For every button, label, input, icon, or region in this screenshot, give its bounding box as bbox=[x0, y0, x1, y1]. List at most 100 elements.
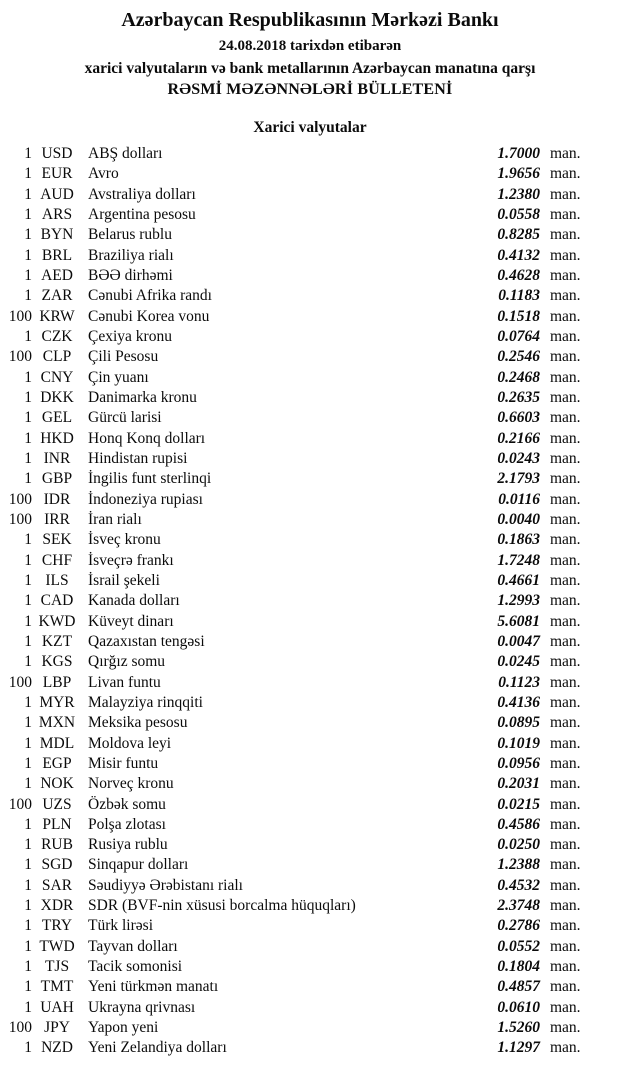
effective-date-line: 24.08.2018 tarixdən etibarən bbox=[218, 38, 402, 54]
rate-value: 0.0764 bbox=[497, 327, 540, 345]
nominal-value: 100 bbox=[8, 1019, 32, 1037]
nominal-value: 1 bbox=[24, 612, 32, 630]
nominal-value: 1 bbox=[24, 409, 32, 427]
currency-name: Misir funtu bbox=[88, 754, 159, 772]
currency-code: CHF bbox=[41, 551, 73, 569]
rate-value: 1.2388 bbox=[497, 856, 540, 874]
unit-label: man. bbox=[550, 836, 581, 854]
nominal-value: 1 bbox=[24, 327, 32, 345]
rate-value: 0.4532 bbox=[497, 876, 540, 894]
rate-row: 1 HKD Honq Konq dolları 0.2166 man. bbox=[0, 429, 598, 449]
rate-value: 2.3748 bbox=[497, 897, 540, 915]
rate-value: 0.2786 bbox=[497, 917, 540, 935]
currency-code: ARS bbox=[41, 205, 73, 223]
unit-label: man. bbox=[550, 510, 581, 528]
rate-row: 1 CAD Kanada dolları 1.2993 man. bbox=[0, 591, 598, 611]
currency-code: CAD bbox=[40, 592, 74, 610]
rate-value: 2.1793 bbox=[497, 470, 540, 488]
rate-row: 1 RUB Rusiya rublu 0.0250 man. bbox=[0, 835, 598, 855]
rate-value: 0.0895 bbox=[497, 714, 540, 732]
currency-code: ZAR bbox=[41, 287, 73, 305]
currency-name: BƏƏ dirhəmi bbox=[88, 266, 173, 284]
rate-value: 0.1123 bbox=[498, 673, 540, 691]
currency-name: ABŞ dolları bbox=[88, 145, 163, 162]
currency-name: Belarus rublu bbox=[88, 226, 172, 244]
unit-label: man. bbox=[550, 978, 581, 996]
currency-name: Küveyt dinarı bbox=[88, 612, 174, 630]
rate-row: 1 TMT Yeni türkmən manatı 0.4857 man. bbox=[0, 977, 598, 997]
nominal-value: 1 bbox=[24, 754, 32, 772]
unit-label: man. bbox=[550, 815, 581, 833]
rate-row: 100 CLP Çili Pesosu 0.2546 man. bbox=[0, 347, 598, 367]
unit-label: man. bbox=[550, 612, 581, 630]
rate-value: 0.4136 bbox=[497, 693, 540, 711]
currency-name: Norveç kronu bbox=[88, 775, 174, 793]
rate-row: 1 AUD Avstraliya dolları 1.2380 man. bbox=[0, 185, 598, 205]
currency-name: Malayziya rinqqiti bbox=[88, 693, 203, 711]
currency-code: MXN bbox=[38, 714, 76, 732]
currency-code: CNY bbox=[40, 368, 74, 386]
rate-value: 1.7248 bbox=[497, 551, 540, 569]
currency-name: Yeni Zelandiya dolları bbox=[88, 1039, 227, 1057]
currency-name: Səudiyyə Ərəbistanı rialı bbox=[88, 876, 243, 894]
nominal-value: 100 bbox=[8, 490, 32, 508]
rate-value: 0.1183 bbox=[498, 287, 540, 305]
bulletin-header: Azərbaycan Respublikasının Mərkəzi Bankı… bbox=[0, 0, 620, 99]
rate-row: 1 MXN Meksika pesosu 0.0895 man. bbox=[0, 713, 598, 733]
unit-label: man. bbox=[550, 592, 581, 610]
rate-row: 1 SAR Səudiyyə Ərəbistanı rialı 0.4532 man. bbox=[0, 876, 598, 896]
rate-row: 1 USD ABŞ dolları 1.7000 man. bbox=[0, 144, 598, 164]
rate-value: 0.2635 bbox=[497, 388, 540, 406]
rate-row: 1 BYN Belarus rublu 0.8285 man. bbox=[0, 225, 598, 245]
rate-value: 0.1804 bbox=[497, 958, 540, 976]
currency-name: Kanada dolları bbox=[88, 592, 180, 610]
rate-row: 1 NOK Norveç kronu 0.2031 man. bbox=[0, 774, 598, 794]
rate-value: 0.0610 bbox=[497, 998, 540, 1016]
rate-value: 1.1297 bbox=[497, 1039, 540, 1057]
currency-name: Braziliya rialı bbox=[88, 246, 174, 264]
currency-code: KRW bbox=[39, 307, 75, 325]
rate-row: 100 LBP Livan funtu 0.1123 man. bbox=[0, 673, 598, 693]
nominal-value: 100 bbox=[8, 795, 32, 813]
unit-label: man. bbox=[550, 897, 581, 915]
unit-label: man. bbox=[550, 327, 581, 345]
unit-label: man. bbox=[550, 1019, 581, 1037]
currency-code: MDL bbox=[39, 734, 75, 752]
rate-value: 1.2380 bbox=[497, 185, 540, 203]
currency-name: Ukrayna qrivnası bbox=[88, 998, 196, 1016]
bank-title: Azərbaycan Respublikasının Mərkəzi Bankı bbox=[121, 9, 499, 31]
unit-label: man. bbox=[550, 165, 581, 183]
rate-row: 1 SEK İsveç kronu 0.1863 man. bbox=[0, 530, 598, 550]
currency-name: Cənubi Korea vonu bbox=[88, 307, 210, 325]
nominal-value: 100 bbox=[8, 673, 32, 691]
nominal-value: 1 bbox=[24, 775, 32, 793]
rate-value: 1.5260 bbox=[497, 1019, 540, 1037]
currency-code: GBP bbox=[41, 470, 73, 488]
unit-label: man. bbox=[550, 876, 581, 894]
currency-name: İran rialı bbox=[88, 510, 142, 528]
exchange-rates-table: 1 USD ABŞ dolları 1.7000 man. 1 EUR Avro 1.9656 m… bbox=[0, 144, 620, 1059]
currency-code: KGS bbox=[41, 653, 73, 671]
rate-value: 0.0552 bbox=[497, 937, 540, 955]
currency-name: İndoneziya rupiası bbox=[88, 490, 203, 508]
unit-label: man. bbox=[550, 571, 581, 589]
currency-name: İsveçrə frankı bbox=[88, 551, 174, 569]
nominal-value: 1 bbox=[24, 937, 32, 955]
currency-name: Çili Pesosu bbox=[88, 348, 159, 366]
rate-row: 1 EUR Avro 1.9656 man. bbox=[0, 164, 598, 184]
rate-row: 1 KWD Küveyt dinarı 5.6081 man. bbox=[0, 612, 598, 632]
rate-row: 1 EGP Misir funtu 0.0956 man. bbox=[0, 754, 598, 774]
currency-code: AED bbox=[41, 266, 73, 284]
unit-label: man. bbox=[550, 266, 581, 284]
currency-name: Avstraliya dolları bbox=[88, 185, 196, 203]
currency-name: Avro bbox=[88, 165, 119, 183]
nominal-value: 1 bbox=[24, 856, 32, 874]
currency-name: Gürcü larisi bbox=[88, 409, 162, 427]
currency-code: CLP bbox=[42, 348, 72, 366]
nominal-value: 1 bbox=[24, 632, 32, 650]
unit-label: man. bbox=[550, 714, 581, 732]
nominal-value: 1 bbox=[24, 815, 32, 833]
unit-label: man. bbox=[550, 795, 581, 813]
currency-code: UAH bbox=[40, 998, 74, 1016]
unit-label: man. bbox=[550, 632, 581, 650]
